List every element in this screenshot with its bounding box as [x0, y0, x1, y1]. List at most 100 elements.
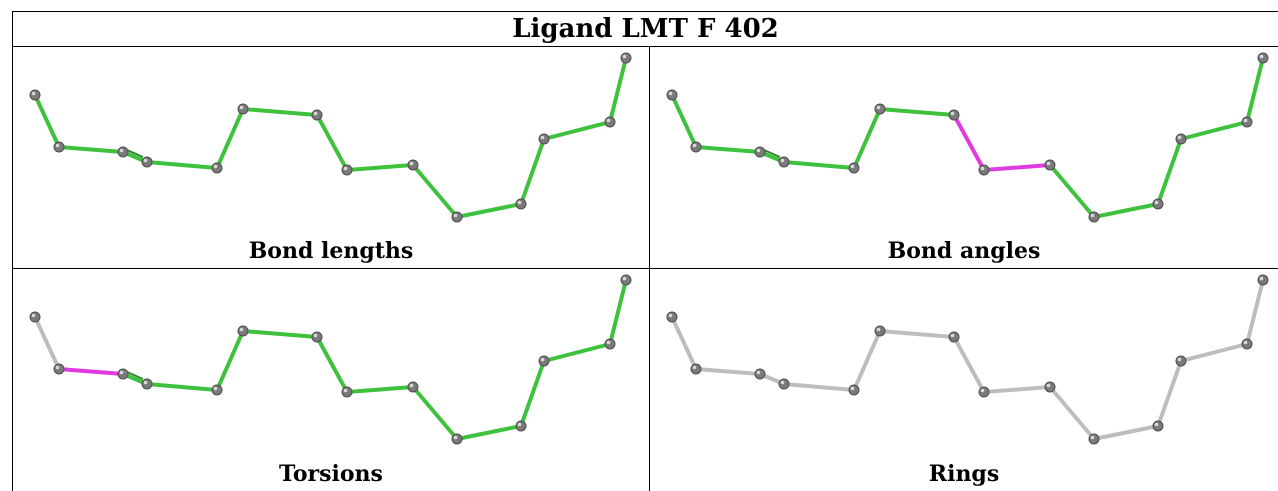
atom-highlight	[409, 161, 414, 166]
atom-highlight	[55, 143, 60, 148]
bond-10	[1092, 424, 1160, 441]
atom-highlight	[313, 333, 318, 338]
atom-6	[237, 103, 249, 115]
bond-11	[1156, 137, 1183, 206]
bond-5	[215, 107, 245, 170]
atom-highlight	[1243, 118, 1248, 123]
atom-5	[211, 384, 223, 396]
atom-highlight	[55, 365, 60, 370]
bond-1	[33, 93, 61, 149]
bond-4	[782, 160, 856, 170]
bond-13	[608, 278, 628, 346]
bond-12	[542, 120, 612, 141]
atom-highlight	[876, 105, 881, 110]
bond-7	[952, 335, 986, 394]
atom-14	[1257, 274, 1269, 286]
atom-12	[1175, 355, 1187, 367]
atom-3	[754, 146, 766, 158]
molecule-bond-angles	[666, 52, 1269, 223]
atom-highlight	[540, 135, 545, 140]
atom-highlight	[31, 313, 36, 318]
atom-3	[117, 146, 129, 158]
atom-highlight	[950, 333, 955, 338]
atom-5	[848, 384, 860, 396]
atom-11	[1152, 420, 1164, 432]
atom-9	[407, 159, 419, 171]
atom-4	[141, 156, 153, 168]
atom-5	[848, 162, 860, 174]
atom-highlight	[668, 91, 673, 96]
atom-1	[666, 311, 678, 323]
atom-8	[341, 164, 353, 176]
atom-highlight	[622, 54, 627, 59]
atom-7	[948, 109, 960, 121]
atom-highlight	[343, 166, 348, 171]
atom-highlight	[239, 327, 244, 332]
atom-9	[1044, 381, 1056, 393]
atom-highlight	[453, 435, 458, 440]
atom-highlight	[780, 158, 785, 163]
panel-label: Bond angles	[887, 238, 1041, 264]
atom-13	[1241, 338, 1253, 350]
atom-11	[515, 198, 527, 210]
bond-10	[1092, 202, 1160, 219]
atom-7	[948, 331, 960, 343]
bond-3-double	[763, 149, 781, 158]
atom-highlight	[119, 148, 124, 153]
atom-highlight	[143, 380, 148, 385]
atom-4	[778, 378, 790, 390]
bond-4	[782, 382, 856, 392]
bond-7	[952, 113, 986, 172]
bond-6	[241, 107, 319, 117]
atom-highlight	[343, 388, 348, 393]
atom-14	[620, 274, 632, 286]
bond-3-double	[126, 371, 144, 380]
atom-11	[515, 420, 527, 432]
bond-4	[145, 382, 219, 392]
panel-label: Bond lengths	[248, 238, 414, 264]
panel-bond-lengths: Bond lengths	[12, 47, 650, 269]
atom-highlight	[1090, 213, 1095, 218]
bond-6	[878, 329, 956, 339]
atom-highlight	[606, 340, 611, 345]
atom-4	[141, 378, 153, 390]
bond-2	[694, 145, 762, 154]
atom-highlight	[622, 276, 627, 281]
atom-highlight	[517, 422, 522, 427]
bond-8	[982, 163, 1052, 172]
atom-highlight	[980, 166, 985, 171]
bond-6	[241, 329, 319, 339]
atom-10	[451, 433, 463, 445]
atom-13	[604, 116, 616, 128]
atom-8	[978, 386, 990, 398]
bond-1	[670, 315, 698, 371]
molecule-torsions	[29, 274, 632, 445]
atom-2	[53, 363, 65, 375]
atom-highlight	[31, 91, 36, 96]
atom-highlight	[239, 105, 244, 110]
atom-9	[1044, 159, 1056, 171]
atom-highlight	[213, 164, 218, 169]
bond-8	[982, 385, 1052, 394]
atom-highlight	[517, 200, 522, 205]
atom-12	[538, 355, 550, 367]
atom-highlight	[668, 313, 673, 318]
figure-title: Ligand LMT F 402	[12, 11, 1278, 47]
bond-11	[1156, 359, 1183, 428]
bond-13	[608, 56, 628, 124]
atom-10	[1088, 433, 1100, 445]
bond-13	[1245, 56, 1265, 124]
atom-12	[1175, 133, 1187, 145]
atom-highlight	[692, 143, 697, 148]
atom-14	[620, 52, 632, 64]
bond-12	[1179, 120, 1249, 141]
bond-9	[1048, 385, 1096, 441]
atom-6	[237, 325, 249, 337]
atom-highlight	[850, 386, 855, 391]
bond-8	[345, 163, 415, 172]
atom-highlight	[119, 370, 124, 375]
bond-3-double	[126, 149, 144, 158]
atom-6	[874, 325, 886, 337]
atom-2	[53, 141, 65, 153]
